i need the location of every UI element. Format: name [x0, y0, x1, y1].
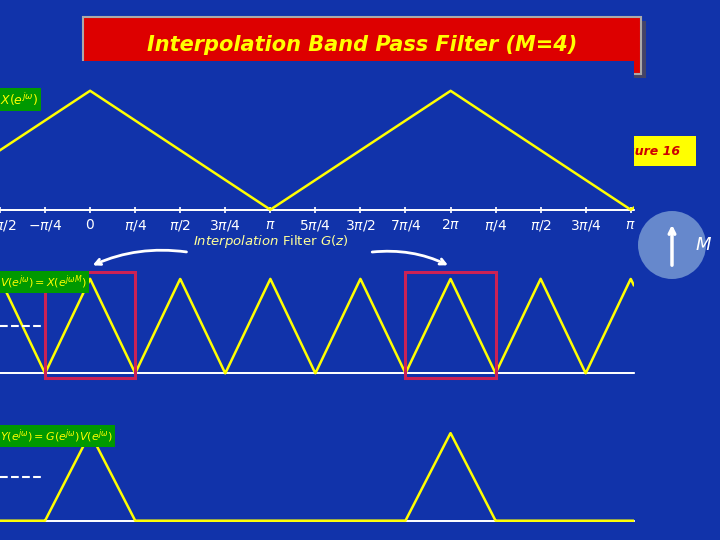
Text: $M$: $M$: [695, 236, 712, 254]
Ellipse shape: [638, 211, 706, 279]
Text: $Y(e^{j\omega}) = G(e^{j\omega})V(e^{j\omega})$: $Y(e^{j\omega}) = G(e^{j\omega})V(e^{j\o…: [0, 427, 113, 445]
Text: Figure 16: Figure 16: [613, 145, 680, 158]
Bar: [405, 272, 495, 378]
Text: $X(e^{j\omega})$: $X(e^{j\omega})$: [0, 91, 38, 108]
FancyBboxPatch shape: [598, 136, 696, 166]
FancyBboxPatch shape: [88, 21, 646, 78]
FancyBboxPatch shape: [83, 17, 641, 74]
Text: $V(e^{j\omega}) = X(e^{j\omega M})$: $V(e^{j\omega}) = X(e^{j\omega M})$: [0, 274, 86, 291]
Bar: [45, 272, 135, 378]
Text: Interpolation Band Pass Filter (M=4): Interpolation Band Pass Filter (M=4): [147, 35, 577, 55]
Text: $\it{Interpolation}$ Filter $G(z)$: $\it{Interpolation}$ Filter $G(z)$: [193, 233, 348, 251]
